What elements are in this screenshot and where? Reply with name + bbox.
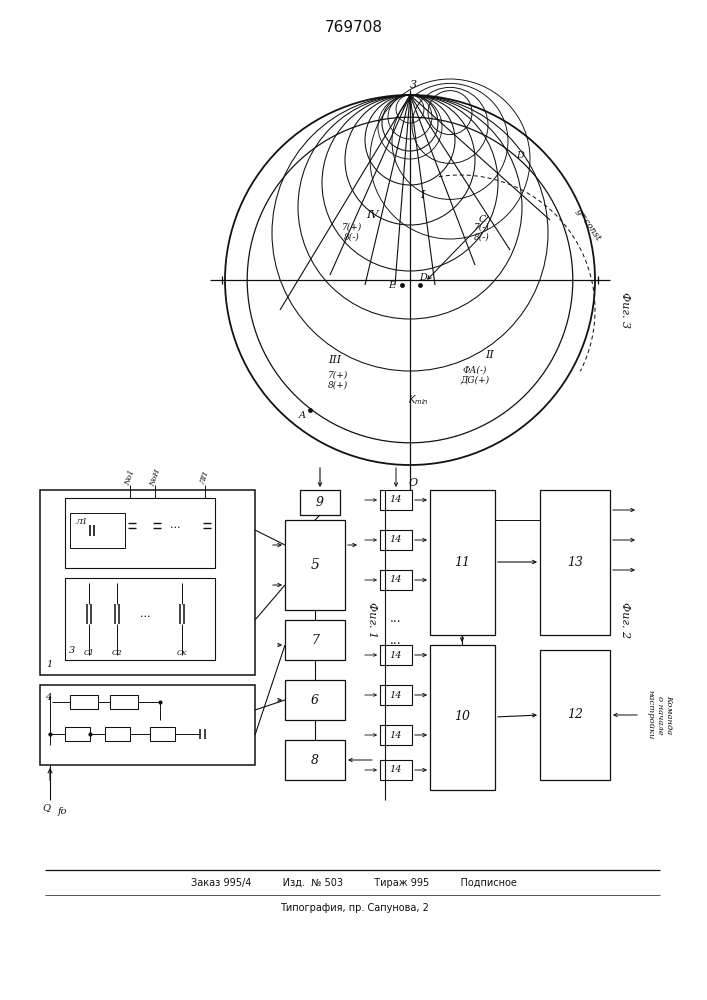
Text: Cк: Cк: [177, 649, 187, 657]
Text: 14: 14: [390, 690, 402, 700]
Text: 12: 12: [567, 708, 583, 722]
Text: NoН: NoН: [148, 468, 162, 488]
Text: ФА(-)
ДG(+): ФА(-) ДG(+): [460, 365, 489, 385]
Text: I: I: [420, 190, 424, 200]
Text: A: A: [298, 410, 305, 420]
Text: 7(+)
8(+): 7(+) 8(+): [328, 370, 348, 390]
Text: 14: 14: [390, 766, 402, 774]
Bar: [70, 513, 125, 548]
Text: ...: ...: [390, 611, 402, 624]
Text: 4: 4: [45, 693, 51, 702]
Text: Фиг. 2: Фиг. 2: [620, 602, 630, 638]
Text: 14: 14: [390, 730, 402, 740]
Bar: [40, 490, 255, 675]
Text: 13: 13: [567, 556, 583, 568]
Bar: [110, 695, 138, 709]
Bar: [380, 530, 412, 550]
Text: 14: 14: [390, 495, 402, 504]
Text: 3: 3: [69, 646, 75, 655]
Text: III: III: [329, 355, 341, 365]
Text: ...: ...: [140, 609, 151, 619]
Bar: [380, 725, 412, 745]
Text: C1: C1: [83, 649, 94, 657]
Bar: [40, 685, 255, 765]
Bar: [380, 570, 412, 590]
Text: 14: 14: [390, 576, 402, 584]
Bar: [285, 620, 345, 660]
Text: 1: 1: [46, 660, 52, 669]
Text: Q: Q: [42, 803, 50, 812]
Text: Фиг. 1: Фиг. 1: [367, 602, 377, 638]
Text: No1: No1: [124, 469, 136, 487]
Bar: [150, 727, 175, 741]
Bar: [65, 578, 215, 660]
Text: 5: 5: [310, 558, 320, 572]
Text: O: O: [409, 478, 418, 488]
Text: 14: 14: [390, 536, 402, 544]
Text: ...: ...: [390, 634, 402, 647]
Text: ЛП: ЛП: [199, 471, 211, 485]
Text: D: D: [419, 272, 427, 282]
Text: 769708: 769708: [325, 20, 383, 35]
Bar: [285, 680, 345, 720]
Text: 7(+)
8(-): 7(+) 8(-): [342, 222, 362, 242]
Bar: [105, 727, 130, 741]
Text: Л1: Л1: [75, 518, 88, 526]
Text: 11: 11: [454, 556, 470, 568]
Text: 8: 8: [311, 754, 319, 766]
Bar: [70, 695, 98, 709]
Text: E: E: [388, 280, 395, 290]
Text: C2: C2: [112, 649, 122, 657]
Text: C: C: [478, 216, 486, 225]
Bar: [430, 490, 495, 635]
Text: 7(-)
8(-): 7(-) 8(-): [474, 222, 490, 242]
Bar: [540, 650, 610, 780]
Text: g=const: g=const: [573, 207, 602, 243]
Text: D: D: [516, 150, 524, 159]
Bar: [300, 490, 340, 515]
Text: 14: 14: [390, 650, 402, 660]
Bar: [65, 727, 90, 741]
Text: 9: 9: [316, 495, 324, 508]
Text: 3: 3: [409, 80, 416, 90]
Bar: [65, 498, 215, 568]
Bar: [430, 645, 495, 790]
Text: Команда
о начале
настройки: Команда о начале настройки: [647, 690, 673, 740]
Text: fо: fо: [57, 807, 66, 816]
Bar: [540, 490, 610, 635]
Text: Заказ 995/4          Изд.  № 503          Тираж 995          Подписное: Заказ 995/4 Изд. № 503 Тираж 995 Подписн…: [191, 878, 517, 888]
Text: Фиг. 3: Фиг. 3: [620, 292, 630, 328]
Bar: [380, 645, 412, 665]
Text: Типография, пр. Сапунова, 2: Типография, пр. Сапунова, 2: [279, 903, 428, 913]
Text: ...: ...: [170, 520, 180, 530]
Text: IV: IV: [366, 210, 378, 220]
Text: 7: 7: [311, 634, 319, 647]
Bar: [285, 520, 345, 610]
Bar: [380, 490, 412, 510]
Text: $K_{min}$: $K_{min}$: [408, 393, 428, 407]
Text: II: II: [486, 350, 494, 360]
Text: 6: 6: [311, 694, 319, 706]
Bar: [380, 760, 412, 780]
Bar: [380, 685, 412, 705]
Text: 10: 10: [454, 710, 470, 724]
Bar: [285, 740, 345, 780]
